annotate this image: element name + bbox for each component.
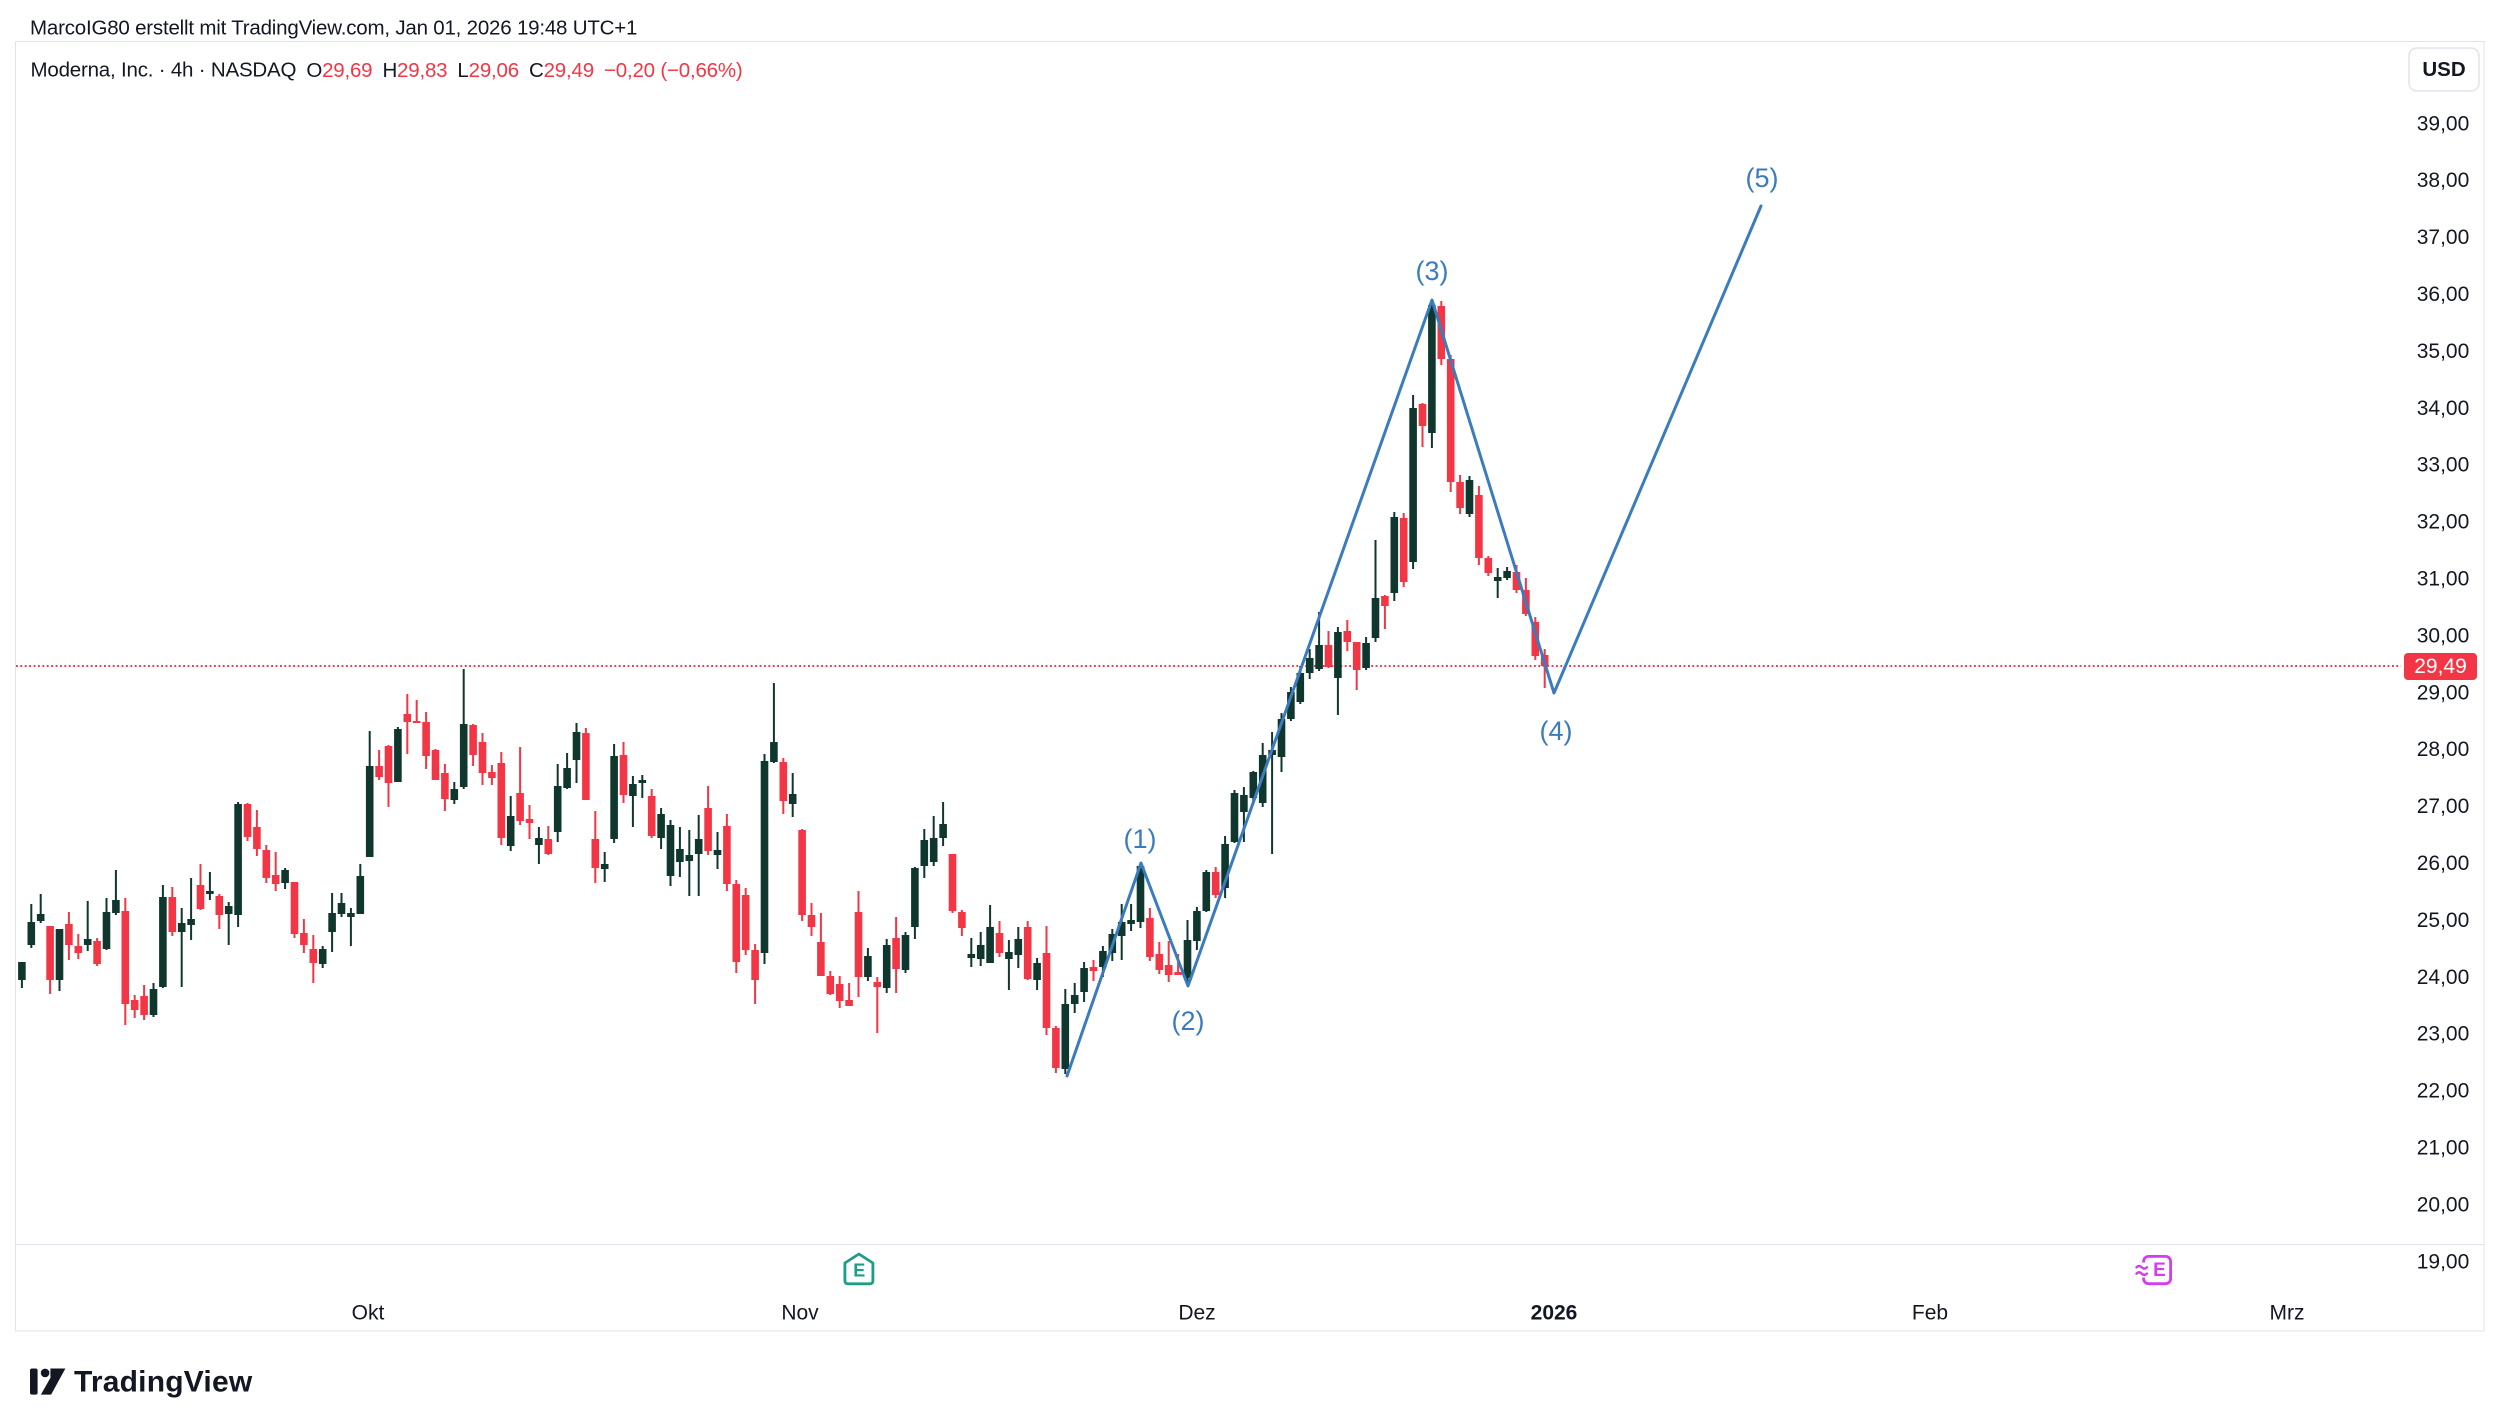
svg-text:Moderna, Inc. · 4h · NASDAQ O2: Moderna, Inc. · 4h · NASDAQ O29,69 H29,8… (31, 59, 743, 82)
svg-text:33,00: 33,00 (2417, 454, 2470, 477)
svg-text:MarcoIG80 erstellt mit Trading: MarcoIG80 erstellt mit TradingView.com, … (30, 17, 637, 40)
svg-text:31,00: 31,00 (2417, 568, 2470, 591)
svg-text:E: E (2153, 1260, 2166, 1281)
svg-text:26,00: 26,00 (2417, 852, 2470, 875)
svg-text:Mrz: Mrz (2270, 1302, 2305, 1325)
svg-text:38,00: 38,00 (2417, 169, 2470, 192)
svg-text:30,00: 30,00 (2417, 624, 2470, 647)
svg-text:(2): (2) (1172, 1006, 1205, 1036)
svg-text:28,00: 28,00 (2417, 738, 2470, 761)
svg-text:36,00: 36,00 (2417, 283, 2470, 306)
svg-text:37,00: 37,00 (2417, 226, 2470, 249)
svg-text:(4): (4) (1540, 716, 1573, 746)
svg-text:24,00: 24,00 (2417, 966, 2470, 989)
svg-text:25,00: 25,00 (2417, 909, 2470, 932)
svg-text:Okt: Okt (352, 1302, 385, 1325)
svg-text:22,00: 22,00 (2417, 1080, 2470, 1103)
svg-text:Dez: Dez (1178, 1302, 1215, 1325)
svg-text:19,00: 19,00 (2417, 1250, 2470, 1273)
svg-text:34,00: 34,00 (2417, 397, 2470, 420)
svg-text:23,00: 23,00 (2417, 1023, 2470, 1046)
svg-text:USD: USD (2422, 58, 2465, 81)
svg-text:(5): (5) (1746, 163, 1779, 193)
svg-text:32,00: 32,00 (2417, 511, 2470, 534)
svg-text:E: E (853, 1261, 865, 1281)
svg-text:(3): (3) (1416, 256, 1449, 286)
svg-text:27,00: 27,00 (2417, 795, 2470, 818)
svg-text:35,00: 35,00 (2417, 340, 2470, 363)
svg-text:Nov: Nov (781, 1302, 819, 1325)
svg-text:20,00: 20,00 (2417, 1193, 2470, 1216)
svg-text:29,00: 29,00 (2417, 681, 2470, 704)
svg-text:TradingView: TradingView (74, 1366, 253, 1399)
svg-text:2026: 2026 (1531, 1302, 1578, 1325)
svg-text:29,49: 29,49 (2414, 655, 2467, 678)
svg-text:(1): (1) (1124, 824, 1157, 854)
svg-text:21,00: 21,00 (2417, 1137, 2470, 1160)
svg-text:39,00: 39,00 (2417, 112, 2470, 135)
svg-text:Feb: Feb (1912, 1302, 1948, 1325)
